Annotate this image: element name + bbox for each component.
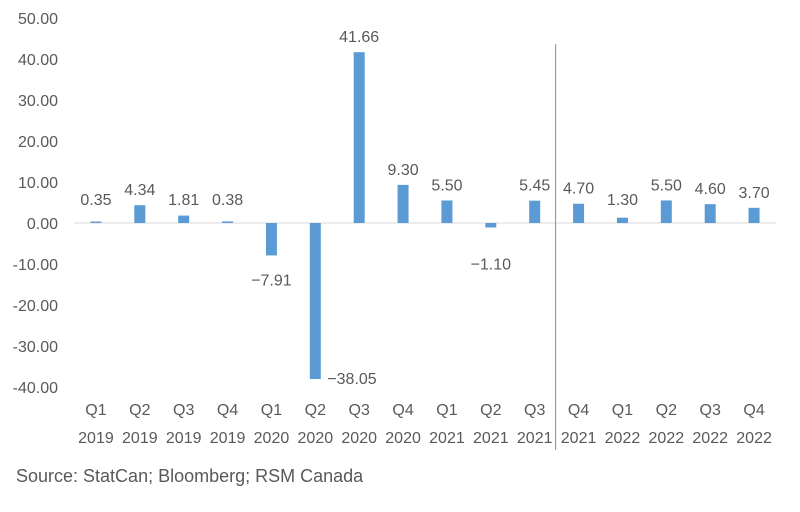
data-label: 4.34: [124, 182, 155, 199]
bar: [309, 223, 321, 380]
data-label: 0.38: [212, 192, 243, 209]
bar: [397, 184, 409, 223]
x-tick-quarter: Q1: [612, 402, 633, 419]
bar: [748, 207, 760, 223]
y-tick-label: -40.00: [13, 380, 58, 397]
bar: [485, 223, 497, 228]
x-tick-quarter: Q3: [173, 402, 194, 419]
x-tick-quarter: Q3: [700, 402, 721, 419]
bar: [616, 217, 628, 223]
bar: [529, 200, 541, 223]
y-tick-label: 20.00: [18, 134, 58, 151]
x-tick-year: 2022: [649, 430, 685, 447]
data-label: 1.30: [607, 192, 638, 209]
bar: [265, 223, 277, 256]
x-tick-quarter: Q4: [217, 402, 238, 419]
x-tick-year: 2019: [122, 430, 158, 447]
bar: [178, 215, 190, 223]
x-tick-quarter: Q1: [85, 402, 106, 419]
x-tick-quarter: Q3: [349, 402, 370, 419]
x-tick-year: 2022: [692, 430, 728, 447]
x-tick-quarter: Q1: [261, 402, 282, 419]
x-tick-quarter: Q2: [480, 402, 501, 419]
data-label: 41.66: [339, 29, 379, 46]
y-tick-label: -10.00: [13, 257, 58, 274]
bar: [573, 203, 585, 223]
data-labels: 0.35 4.34 1.81 0.38 −7.91 −38.05 41.66 9.30 5.50…: [80, 29, 769, 388]
y-tick-label: 40.00: [18, 52, 58, 69]
y-tick-label: 10.00: [18, 175, 58, 192]
x-tick-year: 2021: [561, 430, 597, 447]
data-label: 4.60: [695, 181, 726, 198]
y-tick-label: 0.00: [27, 216, 58, 233]
bar: [134, 205, 146, 223]
y-axis: 50.00 40.00 30.00 20.00 10.00 0.00 -10.00 -20.0…: [13, 11, 58, 397]
data-label: 5.50: [431, 177, 462, 194]
y-tick-label: 50.00: [18, 11, 58, 28]
x-axis: Q1 2019 Q2 2019 Q3 2019 Q4 2019 Q1 2020 Q2 2020 Q3 20…: [74, 44, 776, 450]
x-tick-year: 2022: [605, 430, 641, 447]
x-tick-quarter: Q1: [436, 402, 457, 419]
y-tick-label: 30.00: [18, 93, 58, 110]
x-tick-quarter: Q4: [743, 402, 764, 419]
x-tick-year: 2022: [736, 430, 772, 447]
x-tick-year: 2021: [429, 430, 465, 447]
x-tick-year: 2020: [254, 430, 290, 447]
x-tick-year: 2019: [166, 430, 202, 447]
data-label: 0.35: [80, 192, 111, 209]
x-tick-year: 2021: [473, 430, 509, 447]
data-label: −1.10: [471, 256, 512, 273]
x-tick-year: 2020: [341, 430, 377, 447]
x-tick-quarter: Q4: [392, 402, 413, 419]
bar: [441, 200, 453, 223]
x-tick-year: 2019: [78, 430, 114, 447]
source-note: Source: StatCan; Bloomberg; RSM Canada: [16, 466, 364, 486]
data-label: 3.70: [738, 185, 769, 202]
bar: [660, 200, 672, 223]
x-tick-year: 2020: [298, 430, 334, 447]
bar: [353, 52, 365, 223]
x-tick-year: 2019: [210, 430, 246, 447]
data-label: 1.81: [168, 192, 199, 209]
data-label: 5.45: [519, 178, 550, 195]
y-tick-label: -30.00: [13, 339, 58, 356]
x-tick-quarter: Q3: [524, 402, 545, 419]
bars: [90, 52, 760, 380]
data-label: 5.50: [651, 177, 682, 194]
x-tick-quarter: Q2: [656, 402, 677, 419]
bar: [704, 204, 716, 223]
data-label: 9.30: [387, 162, 418, 179]
x-tick-year: 2020: [385, 430, 421, 447]
x-tick-quarter: Q2: [305, 402, 326, 419]
x-tick-quarter: Q4: [568, 402, 589, 419]
bar-chart: 50.00 40.00 30.00 20.00 10.00 0.00 -10.00 -20.0…: [13, 11, 776, 450]
bar: [222, 221, 234, 223]
data-label: −7.91: [251, 272, 292, 289]
data-label: 4.70: [563, 181, 594, 198]
data-label: −38.05: [327, 371, 376, 388]
bar: [90, 221, 102, 223]
x-tick-year: 2021: [517, 430, 553, 447]
x-tick-quarter: Q2: [129, 402, 150, 419]
y-tick-label: -20.00: [13, 298, 58, 315]
